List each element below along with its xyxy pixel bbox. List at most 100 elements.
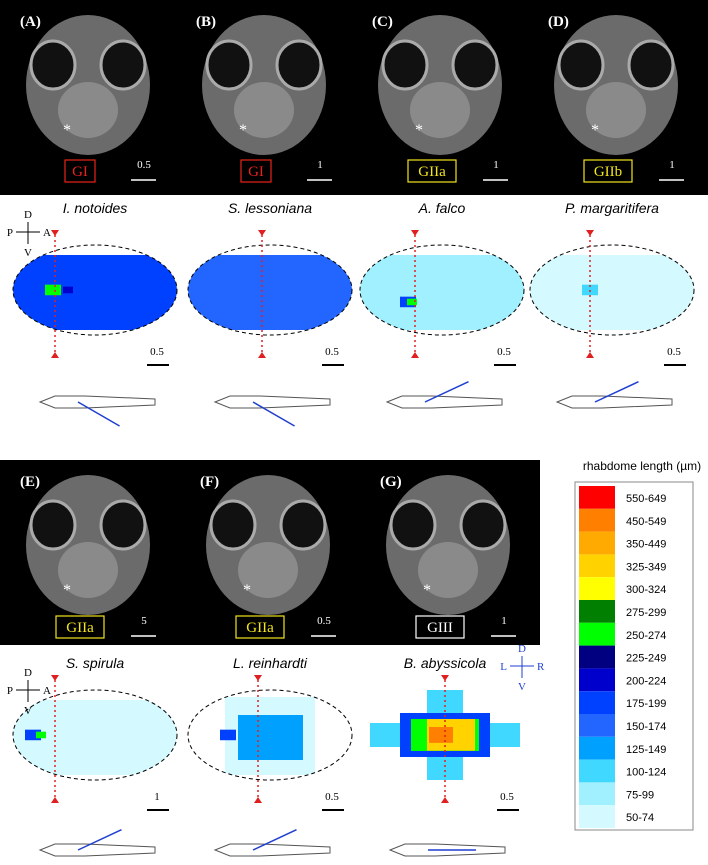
orient-label: D xyxy=(518,643,526,655)
view-arrow xyxy=(77,829,122,851)
heat-base xyxy=(188,255,352,330)
heat-spot xyxy=(429,727,453,743)
group-tag: GI xyxy=(248,164,264,180)
orient-label: V xyxy=(24,247,32,259)
heat-core xyxy=(238,715,303,760)
legend-label: 350-449 xyxy=(626,539,666,551)
legend-swatch xyxy=(579,645,615,669)
group-tag-box xyxy=(415,615,465,639)
scale-label: 1 xyxy=(317,159,323,171)
heatmap xyxy=(188,255,352,330)
outline xyxy=(12,689,178,781)
asterisk: * xyxy=(591,122,599,139)
scale-label: 1 xyxy=(669,159,675,171)
group-tag: GIIb xyxy=(594,164,622,180)
orient-label: P xyxy=(7,685,13,697)
squid-icon xyxy=(38,395,156,409)
legend-label: 150-174 xyxy=(626,721,666,733)
legend-swatch xyxy=(579,531,615,555)
eye xyxy=(627,39,675,91)
heat-spot xyxy=(407,298,417,306)
panel: * (F) GIIa 0.5 L. reinhardti 0.5 xyxy=(187,474,353,857)
orient-label: R xyxy=(537,661,545,673)
view-arrow xyxy=(424,381,469,403)
legend-swatch xyxy=(579,782,615,806)
heat-spot xyxy=(63,286,73,294)
heatmap-scale-label: 0.5 xyxy=(325,346,339,358)
view-arrow xyxy=(252,829,297,851)
panel-label: (F) xyxy=(200,474,219,490)
orient-label: D xyxy=(24,667,32,679)
heatmap-scale-label: 1 xyxy=(154,791,160,803)
orient-label: V xyxy=(24,705,32,717)
heat-spot xyxy=(582,284,598,296)
scale-label: 1 xyxy=(501,615,507,627)
brain xyxy=(238,542,298,598)
heatmap-scale-label: 0.5 xyxy=(497,346,511,358)
asterisk: * xyxy=(239,122,247,139)
legend-swatch xyxy=(579,600,615,623)
legend-swatch xyxy=(579,577,615,600)
group-tag-box xyxy=(240,159,272,183)
panel: * (E) GIIa 5 S. spirula 1 xyxy=(12,474,178,857)
group-tag-box xyxy=(407,159,457,183)
brain xyxy=(410,82,470,138)
heatmap-scale-label: 0.5 xyxy=(150,346,164,358)
brain xyxy=(586,82,646,138)
species-name: L. reinhardti xyxy=(233,655,308,671)
heatmap xyxy=(13,255,177,330)
heatmap xyxy=(360,255,524,330)
legend-swatch xyxy=(579,759,615,783)
panel: * (C) GIIa 1 A. falco 0.5 xyxy=(359,14,525,409)
legend-label: 100-124 xyxy=(626,767,666,779)
panel-label: (B) xyxy=(196,14,216,30)
eye xyxy=(389,499,437,551)
view-arrow xyxy=(594,381,639,403)
panel-label: (E) xyxy=(20,474,40,490)
outline xyxy=(187,244,353,336)
group-tag-box xyxy=(55,615,105,639)
asterisk: * xyxy=(63,582,71,599)
asterisk: * xyxy=(243,582,251,599)
heatmap-scale-label: 0.5 xyxy=(325,791,339,803)
squid-icon xyxy=(213,395,331,409)
legend-swatch xyxy=(579,554,615,578)
scale-label: 5 xyxy=(141,615,147,627)
legend-swatch xyxy=(579,805,615,828)
view-arrow xyxy=(77,401,120,427)
orient-label: P xyxy=(7,227,13,239)
squid-icon xyxy=(38,843,156,857)
outline xyxy=(359,244,525,336)
eye xyxy=(459,499,507,551)
outline xyxy=(187,689,353,781)
legend-label: 275-299 xyxy=(626,607,666,619)
squid-icon xyxy=(385,395,503,409)
scale-label: 1 xyxy=(493,159,499,171)
legend-label: 325-349 xyxy=(626,561,666,573)
legend-label: 50-74 xyxy=(626,812,654,824)
heat-spot xyxy=(36,731,46,739)
legend-swatch xyxy=(579,691,615,714)
legend-label: 450-549 xyxy=(626,516,666,528)
legend-label: 125-149 xyxy=(626,744,666,756)
panel: * (A) GI 0.5 I. notoides 0.5 xyxy=(12,14,178,427)
legend-label: 75-99 xyxy=(626,789,654,801)
eye xyxy=(29,39,77,91)
brain xyxy=(234,82,294,138)
panel-label: (A) xyxy=(20,14,41,30)
group-tag-box xyxy=(583,159,633,183)
group-tag-box xyxy=(235,615,285,639)
asterisk: * xyxy=(423,582,431,599)
eye xyxy=(99,499,147,551)
species-name: A. falco xyxy=(418,200,466,216)
legend-label: 175-199 xyxy=(626,698,666,710)
panel: * (G) GIII 1 B. abyssicola 0.5 xyxy=(370,474,520,857)
heatmap xyxy=(13,700,177,775)
legend-label: 200-224 xyxy=(626,675,666,687)
outline xyxy=(529,244,695,336)
brain xyxy=(58,542,118,598)
group-tag: GIIa xyxy=(246,620,274,636)
eye xyxy=(557,39,605,91)
outline xyxy=(12,244,178,336)
brain xyxy=(418,542,478,598)
